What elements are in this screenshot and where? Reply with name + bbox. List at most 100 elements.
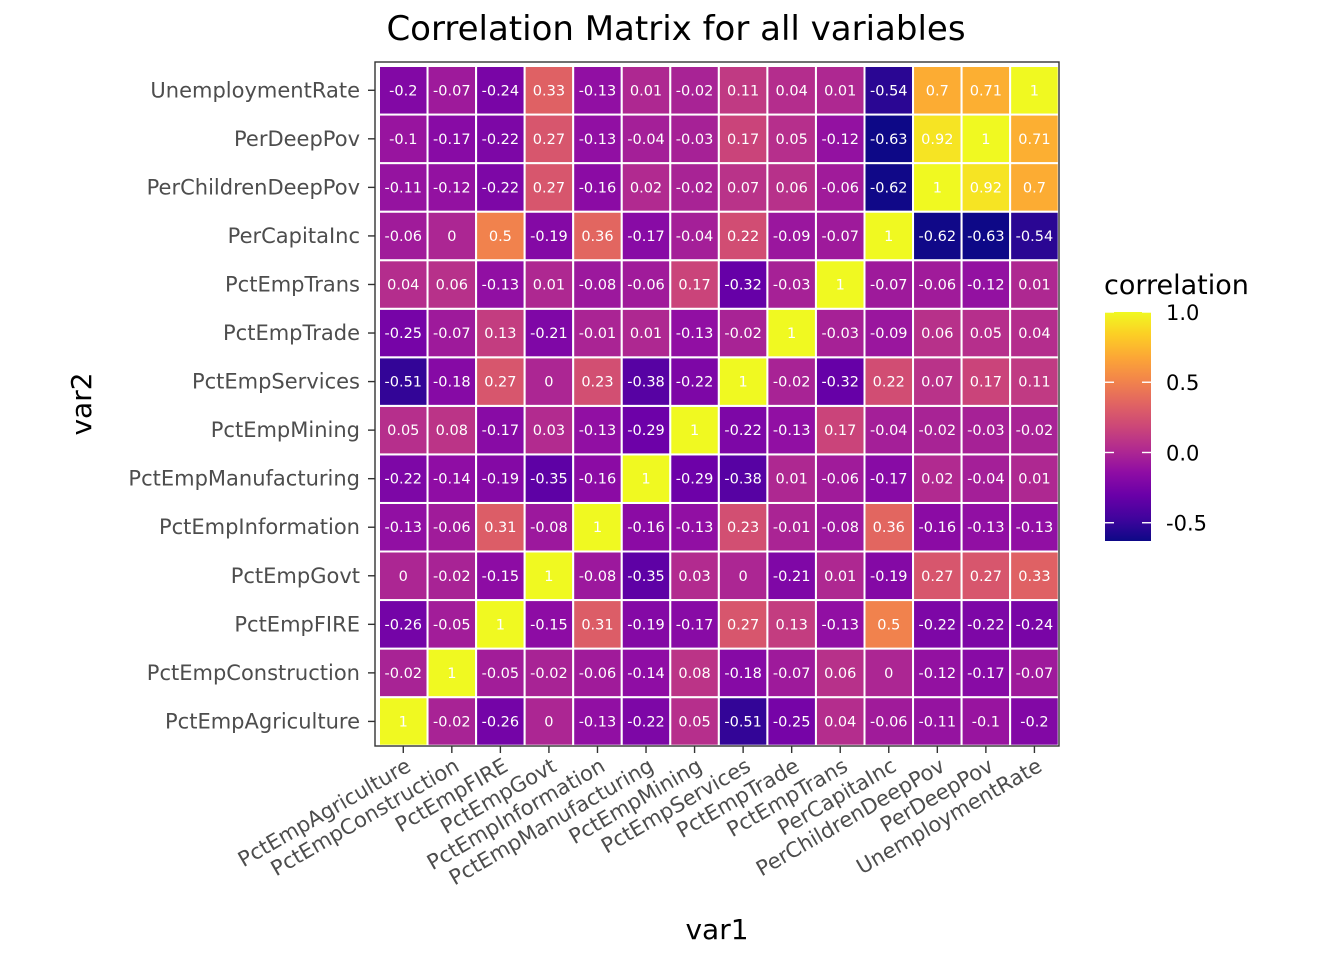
cell-value-label: -0.22	[385, 472, 423, 488]
heatmap-cell	[378, 65, 429, 116]
cell-value-label: 0.27	[533, 180, 565, 196]
cell-value-label: 0.01	[533, 277, 565, 293]
heatmap-cell	[523, 404, 575, 456]
heatmap-cell	[426, 501, 478, 553]
cell-value-label: -0.06	[579, 666, 617, 682]
cell-value-label: -0.19	[870, 569, 908, 585]
cell-value-label: 0.17	[678, 277, 710, 293]
heatmap-cell	[863, 501, 915, 553]
heatmap-cell	[523, 501, 575, 553]
y-tick-label: PctEmpMining	[211, 418, 360, 442]
cell-value-label: -0.02	[385, 666, 423, 682]
cell-value-label: -0.04	[627, 132, 665, 148]
cell-value-label: -0.08	[579, 277, 617, 293]
cell-value-label: -0.06	[919, 277, 957, 293]
cell-value-label: -0.13	[579, 714, 617, 730]
heatmap-cell	[572, 113, 623, 165]
cell-value-label: 0.13	[484, 326, 516, 342]
cell-value-label: 0.01	[824, 83, 856, 99]
heatmap-cell	[960, 356, 1012, 407]
cell-value-label: 0.17	[970, 375, 1002, 391]
cell-value-label: 0.27	[727, 617, 759, 633]
heatmap-cell	[426, 599, 478, 650]
cell-value-label: -0.29	[676, 472, 714, 488]
y-tick-label: PerChildrenDeepPov	[147, 175, 360, 199]
heatmap-cell	[1009, 162, 1060, 213]
cell-value-label: 0.71	[1018, 132, 1050, 148]
heatmap-cell	[960, 550, 1012, 602]
cell-value-label: -0.26	[482, 714, 520, 730]
cell-value-label: -0.12	[919, 666, 957, 682]
cell-value-label: -0.14	[433, 472, 471, 488]
heatmap-cell	[620, 404, 672, 456]
cell-value-label: -0.15	[482, 569, 520, 585]
cell-value-label: 0.02	[921, 472, 953, 488]
heatmap-cell	[814, 113, 866, 165]
heatmap-cell	[766, 453, 817, 504]
cell-value-label: 0.04	[387, 277, 419, 293]
cell-value-label: 0	[447, 229, 456, 245]
cell-value-label: -0.54	[1016, 229, 1054, 245]
heatmap-cell	[766, 210, 817, 262]
cell-value-label: -0.2	[1020, 714, 1048, 730]
cell-value-label: 0.05	[970, 326, 1002, 342]
cell-value-label: 0.11	[1018, 375, 1050, 391]
y-tick-label: PctEmpManufacturing	[128, 467, 360, 491]
cell-value-label: -0.26	[385, 617, 423, 633]
heatmap-cell	[669, 404, 720, 456]
heatmap-cell	[523, 356, 575, 407]
heatmap-cell	[620, 550, 672, 602]
y-tick-label: PctEmpConstruction	[147, 661, 360, 685]
cell-value-label: 0.03	[533, 423, 565, 439]
cell-value-label: -0.17	[967, 666, 1005, 682]
heatmap-cells: 1 -0.02 -0.26 0 -0.13 -0.22 0.05 -0.51 -0.25 0.04…	[378, 65, 1060, 747]
heatmap-cell	[669, 65, 720, 116]
cell-value-label: 0.27	[533, 132, 565, 148]
cell-value-label: 1	[836, 277, 845, 293]
heatmap-cell	[717, 404, 769, 456]
cell-value-label: -0.13	[773, 423, 811, 439]
heatmap-cell	[766, 599, 817, 650]
cell-value-label: 0.23	[581, 375, 613, 391]
heatmap-cell	[523, 210, 575, 262]
cell-value-label: 0.08	[678, 666, 710, 682]
heatmap-cell	[960, 65, 1012, 116]
heatmap-cell	[669, 259, 720, 310]
heatmap-cell	[669, 113, 720, 165]
cell-value-label: 1	[544, 569, 553, 585]
heatmap-cell	[863, 259, 915, 310]
heatmap-cell	[475, 696, 526, 747]
y-tick-label: PctEmpAgriculture	[165, 709, 360, 733]
cell-value-label: -0.54	[870, 83, 908, 99]
heatmap-cell	[426, 453, 478, 504]
heatmap-cell	[572, 550, 623, 602]
cell-value-label: -0.2	[389, 83, 417, 99]
cell-value-label: 0.92	[921, 132, 953, 148]
cell-value-label: -0.02	[676, 83, 714, 99]
heatmap-cell	[814, 550, 866, 602]
cell-value-label: -0.03	[773, 277, 811, 293]
cell-value-label: -0.12	[821, 132, 859, 148]
cell-value-label: -0.32	[724, 277, 762, 293]
cell-value-label: 1	[399, 714, 408, 730]
heatmap-cell	[717, 453, 769, 504]
cell-value-label: -0.02	[773, 375, 811, 391]
cell-value-label: -0.05	[433, 617, 471, 633]
cell-value-label: -0.15	[530, 617, 568, 633]
cell-value-label: 0.5	[489, 229, 512, 245]
cell-value-label: -0.07	[433, 326, 471, 342]
heatmap-cell	[378, 113, 429, 165]
cell-value-label: 0.01	[824, 569, 856, 585]
cell-value-label: -0.21	[773, 569, 811, 585]
cell-value-label: 0.11	[727, 83, 759, 99]
cell-value-label: -0.22	[919, 617, 957, 633]
heatmap-cell	[814, 162, 866, 213]
cell-value-label: -0.07	[870, 277, 908, 293]
cell-value-label: -0.22	[482, 132, 520, 148]
cell-value-label: -0.25	[773, 714, 811, 730]
y-tick-label: UnemploymentRate	[150, 78, 360, 102]
heatmap-cell	[572, 453, 623, 504]
heatmap-cell	[814, 356, 866, 407]
cell-value-label: -0.38	[724, 472, 762, 488]
heatmap-cell	[1009, 65, 1060, 116]
